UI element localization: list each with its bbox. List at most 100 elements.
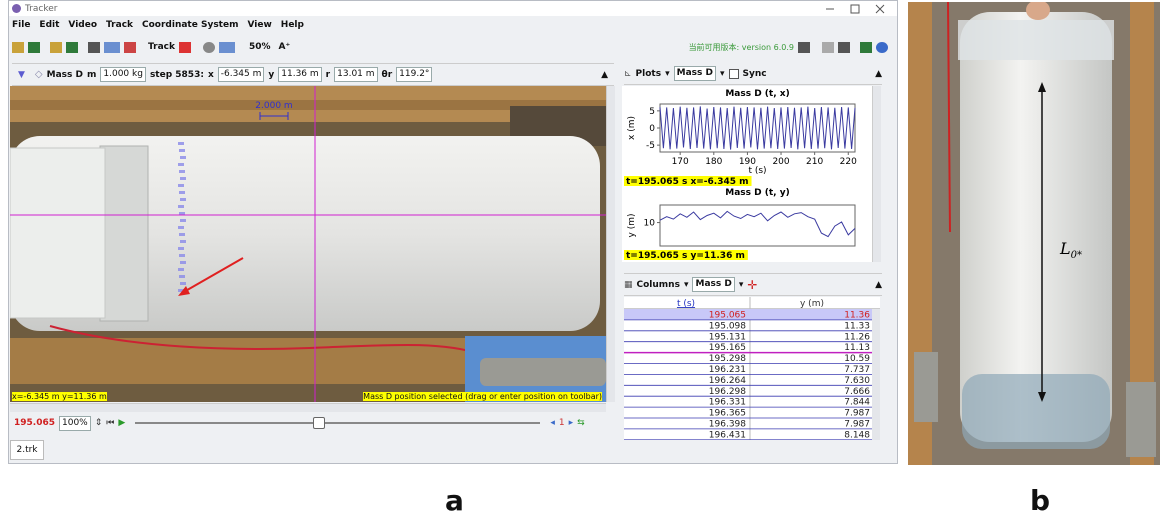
track-point <box>180 177 186 180</box>
table-cell: 196.331 <box>709 398 746 408</box>
trail-button[interactable] <box>179 42 191 53</box>
plots-menu[interactable]: Plots <box>636 69 662 79</box>
memory-button[interactable] <box>838 42 850 53</box>
player-rate[interactable]: 100% <box>59 416 91 431</box>
menu-item[interactable]: View <box>247 20 271 30</box>
table-track-arrow[interactable]: ▾ <box>739 280 744 290</box>
view-button[interactable] <box>203 42 215 53</box>
slider-thumb[interactable] <box>313 417 325 429</box>
table-cell: 195.065 <box>709 311 746 321</box>
theta-field[interactable]: 119.2° <box>396 67 432 82</box>
reset-button[interactable]: ⏮ <box>106 418 114 428</box>
video-readout: x=-6.345 m y=11.36 m <box>12 392 107 401</box>
menu-item[interactable]: Track <box>106 20 133 30</box>
plots-track-arrow[interactable]: ▾ <box>720 69 725 79</box>
export-button[interactable] <box>66 42 78 53</box>
right-bracket <box>1126 382 1156 457</box>
r-field[interactable]: 13.01 m <box>334 67 377 82</box>
maximize[interactable] <box>851 5 859 13</box>
top-rim <box>958 20 1114 60</box>
video-v-scrollbar[interactable] <box>606 86 615 402</box>
version-notice[interactable]: 当前可用版本: version 6.0.9 <box>689 42 794 53</box>
x-tick-label: 180 <box>705 157 722 167</box>
clip-button[interactable] <box>88 42 100 53</box>
import-button[interactable] <box>50 42 62 53</box>
pencil-button[interactable] <box>798 42 810 53</box>
menu-item[interactable]: Video <box>68 20 97 30</box>
x-tick-label: 210 <box>806 157 823 167</box>
file-tab[interactable]: 2.trk <box>10 440 44 460</box>
menu-item[interactable]: Help <box>281 20 304 30</box>
window-controls <box>820 3 890 15</box>
track-menu-arrow[interactable]: ▼ <box>18 70 25 80</box>
mass-field[interactable]: 1.000 kg <box>100 67 146 82</box>
menu-item[interactable]: File <box>12 20 30 30</box>
zoom-button[interactable]: 50% <box>249 42 271 52</box>
table-cell: 7.666 <box>844 387 870 397</box>
footprint-button[interactable] <box>219 42 235 53</box>
x-field[interactable]: -6.345 m <box>218 67 265 82</box>
track-point <box>180 156 186 159</box>
table-cell: 195.131 <box>709 332 746 342</box>
track-name[interactable]: Mass D <box>47 70 83 80</box>
plot-title: Mass D (t, y) <box>725 188 789 198</box>
player-time[interactable]: 195.065 <box>14 418 55 428</box>
calibration-button[interactable] <box>104 42 120 53</box>
cylinder-ring <box>100 146 148 321</box>
track-button[interactable]: Track <box>148 42 175 52</box>
axes-button[interactable] <box>124 42 136 53</box>
metal-plate <box>480 358 606 386</box>
sync-checkbox[interactable] <box>729 69 739 79</box>
left-bracket <box>914 352 938 422</box>
open-button[interactable] <box>12 42 24 53</box>
table-cell: 196.264 <box>709 376 746 386</box>
track-point <box>180 282 186 285</box>
page: Tracker FileEditVideoTrackCoordinate Sys… <box>0 0 1164 520</box>
step-forward[interactable]: ▸ <box>569 418 574 428</box>
step-back[interactable]: ◂ <box>550 418 555 428</box>
y-field[interactable]: 11.36 m <box>278 67 321 82</box>
close[interactable] <box>876 5 884 13</box>
refresh-button[interactable] <box>860 42 872 53</box>
sync-label: Sync <box>743 69 767 79</box>
font-button[interactable]: A⁺ <box>279 42 291 52</box>
column-header[interactable]: y (m) <box>800 299 824 309</box>
table-cell: 7.844 <box>844 398 870 408</box>
y-axis-label: y (m) <box>627 214 637 238</box>
table-cell: 196.431 <box>709 430 746 440</box>
table-cell: 11.26 <box>844 332 870 342</box>
track-point <box>180 261 186 264</box>
video-h-scrollbar[interactable] <box>10 403 606 412</box>
table-collapse[interactable]: ▲ <box>875 280 882 290</box>
rate-spinner[interactable]: ⇕ <box>95 418 103 428</box>
app-icon <box>12 4 21 13</box>
track-point <box>178 268 184 271</box>
menu-item[interactable]: Edit <box>39 20 59 30</box>
table-scrollbar[interactable] <box>872 309 880 440</box>
loop-button[interactable]: ⇆ <box>577 418 585 428</box>
plots-collapse[interactable]: ▲ <box>875 69 882 79</box>
track-bar: ▼ ◇ Mass D m 1.000 kg step 5853: x -6.34… <box>12 63 614 86</box>
reload-button[interactable] <box>876 42 888 53</box>
table-track[interactable]: Mass D <box>692 277 734 292</box>
save-button[interactable] <box>28 42 40 53</box>
column-header[interactable]: t (s) <box>677 299 695 309</box>
menu-bar: File Edit Video Track Coordinate System View H… <box>12 17 304 32</box>
collapse-arrow[interactable]: ▲ <box>601 70 608 80</box>
player-slider[interactable] <box>135 422 540 424</box>
track-point <box>179 170 185 173</box>
play-button[interactable]: ▶ <box>118 418 125 428</box>
plots-track[interactable]: Mass D <box>674 66 716 81</box>
track-point <box>178 184 184 187</box>
plots-menu-arrow[interactable]: ▾ <box>665 69 670 79</box>
plots-scrollbar[interactable] <box>872 86 881 262</box>
columns-menu[interactable]: Columns <box>637 280 680 290</box>
notes-button[interactable] <box>822 42 834 53</box>
columns-menu-arrow[interactable]: ▾ <box>684 280 689 290</box>
menu-item[interactable]: Coordinate System <box>142 20 238 30</box>
crosshair-icon[interactable]: ✛ <box>747 278 757 292</box>
table-cell: 7.737 <box>844 365 870 375</box>
step-size[interactable]: 1 <box>559 418 565 428</box>
table-cell: 10.59 <box>844 354 870 364</box>
